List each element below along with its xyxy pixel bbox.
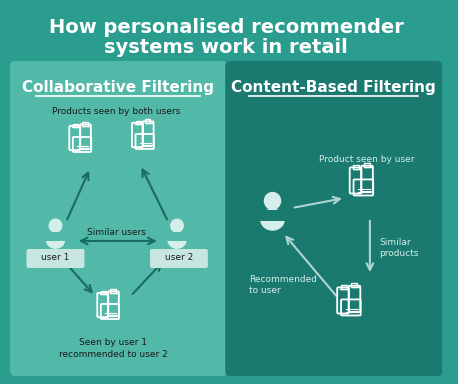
FancyBboxPatch shape	[150, 249, 208, 268]
Text: Collaborative Filtering: Collaborative Filtering	[22, 80, 214, 95]
FancyBboxPatch shape	[164, 232, 190, 241]
Circle shape	[49, 219, 62, 232]
Ellipse shape	[168, 232, 186, 248]
Text: user 1: user 1	[41, 253, 70, 263]
FancyBboxPatch shape	[225, 61, 442, 376]
FancyBboxPatch shape	[10, 61, 227, 376]
Text: Seen by user 1
recommended to user 2: Seen by user 1 recommended to user 2	[59, 338, 168, 359]
Circle shape	[264, 192, 281, 209]
FancyBboxPatch shape	[256, 210, 289, 221]
Text: user 2: user 2	[165, 253, 193, 263]
Circle shape	[171, 219, 183, 232]
Text: Product seen by user: Product seen by user	[319, 155, 415, 164]
Text: systems work in retail: systems work in retail	[104, 38, 348, 57]
FancyBboxPatch shape	[27, 249, 84, 268]
Text: Content-Based Filtering: Content-Based Filtering	[231, 80, 436, 95]
Text: How personalised recommender: How personalised recommender	[49, 18, 403, 37]
Text: Recommended
to user: Recommended to user	[249, 275, 317, 295]
FancyBboxPatch shape	[42, 232, 69, 241]
Text: Products seen by both users: Products seen by both users	[52, 107, 180, 116]
Text: Similar users: Similar users	[87, 228, 146, 237]
Ellipse shape	[46, 232, 65, 248]
Ellipse shape	[261, 209, 284, 230]
Text: Similar
products: Similar products	[380, 238, 419, 258]
